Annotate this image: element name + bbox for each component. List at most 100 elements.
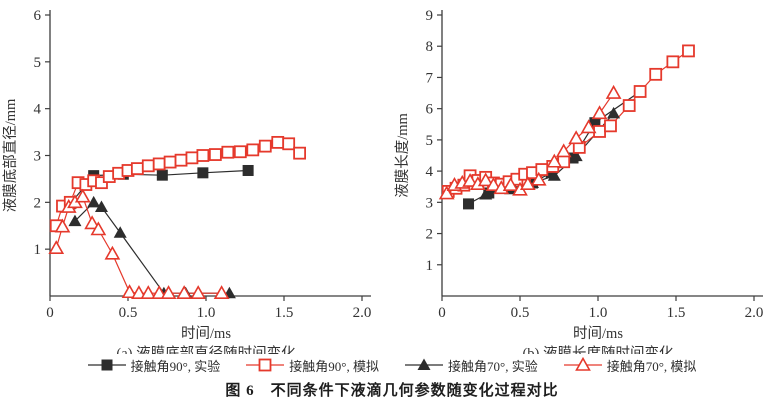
x-tick-label: 1.0 bbox=[589, 305, 608, 321]
marker-triangle-open bbox=[605, 84, 622, 99]
marker-square-open bbox=[208, 148, 222, 161]
y-tick-label: 5 bbox=[34, 55, 42, 71]
legend-item-3: 接触角70°, 模拟 bbox=[563, 356, 697, 375]
x-tick-label: 1.5 bbox=[667, 305, 686, 321]
x-tick-label: 2.0 bbox=[745, 305, 764, 321]
marker-square-filled bbox=[242, 164, 254, 176]
x-tick-label: 0 bbox=[46, 305, 54, 321]
marker-square-open bbox=[293, 146, 307, 160]
y-tick-label: 4 bbox=[34, 102, 42, 118]
y-tick-label: 6 bbox=[426, 102, 434, 118]
marker-square-filled bbox=[463, 198, 475, 210]
marker-triangle-open bbox=[160, 285, 177, 299]
chart-a-block: 0 0.5 1.0 1.5 2.0 1 2 3 4 5 6 液膜底部直径/mm 时间/ms (a) 液膜底… bbox=[0, 0, 392, 354]
x-tick-label: 0.5 bbox=[119, 305, 138, 321]
y-tick-label: 9 bbox=[426, 8, 434, 24]
marker-square-open bbox=[258, 139, 272, 153]
marker-triangle-filled bbox=[68, 214, 82, 227]
y-tick-label: 5 bbox=[426, 133, 434, 149]
marker-square-open bbox=[130, 162, 144, 176]
marker-square-filled bbox=[197, 167, 209, 179]
legend-item-1: 接触角90°, 模拟 bbox=[246, 356, 379, 375]
y-tick-label: 2 bbox=[34, 195, 42, 211]
marker-square-filled bbox=[589, 117, 601, 129]
marker-triangle-open bbox=[121, 284, 138, 299]
marker-square-open bbox=[258, 358, 272, 372]
legend-item-label: 接触角70°, 模拟 bbox=[606, 358, 697, 374]
legend-item-2: 接触角70°, 实验 bbox=[405, 356, 538, 375]
y-tick-label: 4 bbox=[426, 164, 434, 180]
x-tick-label: 1.0 bbox=[197, 305, 216, 321]
marker-square-open bbox=[196, 149, 210, 162]
marker-square-open bbox=[246, 143, 260, 157]
marker-square-open bbox=[163, 155, 177, 169]
y-tick-label: 1 bbox=[34, 242, 42, 258]
marker-triangle-filled bbox=[607, 106, 621, 119]
marker-square-open bbox=[649, 67, 663, 81]
marker-triangle-open bbox=[502, 177, 519, 191]
marker-triangle-open bbox=[190, 285, 207, 299]
marker-square-open bbox=[682, 44, 695, 58]
x-tick-label: 2.0 bbox=[353, 305, 372, 321]
marker-triangle-open bbox=[546, 153, 563, 168]
marker-triangle-open bbox=[438, 185, 455, 200]
y-tick-label: 3 bbox=[34, 149, 42, 165]
marker-triangle-open bbox=[530, 171, 547, 186]
marker-square-filled bbox=[156, 169, 168, 181]
triangle-filled-legend-icon bbox=[405, 358, 443, 370]
chart-b: 0 0.5 1.0 1.5 2.0 1 2 3 4 5 6 7 8 9 液膜长度/mm 时间/ms (b) 液膜… bbox=[394, 8, 764, 354]
marker-triangle-open bbox=[131, 285, 147, 299]
marker-square-open bbox=[221, 145, 235, 159]
y-tick-label: 6 bbox=[34, 8, 42, 24]
marker-square-open bbox=[604, 119, 617, 133]
marker-square-open bbox=[233, 145, 247, 159]
y-tick-label: 3 bbox=[426, 195, 434, 211]
square-filled-legend-icon bbox=[87, 359, 126, 371]
panel-subtitle: (a) 液膜底部直径随时间变化 bbox=[116, 345, 295, 354]
marker-triangle-filled bbox=[417, 358, 431, 370]
marker-square-open bbox=[633, 85, 647, 98]
marker-triangle-open bbox=[90, 221, 107, 236]
figure-caption: 图 6 不同条件下液滴几何参数随变化过程对比 bbox=[225, 382, 559, 399]
marker-triangle-open bbox=[213, 285, 230, 299]
y-axis-label: 液膜底部直径/mm bbox=[2, 98, 19, 212]
marker-triangle-open bbox=[555, 143, 572, 158]
marker-square-open bbox=[271, 135, 285, 149]
marker-triangle-filled bbox=[94, 200, 108, 213]
marker-square-open bbox=[666, 55, 680, 69]
y-tick-label: 7 bbox=[426, 70, 434, 86]
marker-triangle-open bbox=[176, 285, 193, 299]
marker-triangle-filled bbox=[569, 149, 583, 162]
marker-triangle-filled bbox=[87, 195, 101, 208]
charts-row: 0 0.5 1.0 1.5 2.0 1 2 3 4 5 6 液膜底部直径/mm 时间/ms (a) 液膜底… bbox=[0, 0, 784, 354]
chart-a: 0 0.5 1.0 1.5 2.0 1 2 3 4 5 6 液膜底部直径/mm 时间/ms (a) 液膜底… bbox=[2, 8, 372, 354]
marker-triangle-open bbox=[48, 240, 65, 255]
marker-triangle-open bbox=[54, 218, 71, 233]
y-tick-label: 8 bbox=[426, 39, 434, 55]
x-tick-label: 1.5 bbox=[275, 305, 294, 321]
legend-item-label: 接触角90°, 实验 bbox=[130, 358, 221, 374]
marker-triangle-filled bbox=[547, 169, 561, 181]
marker-triangle-open bbox=[519, 176, 536, 191]
x-axis-label: 时间/ms bbox=[573, 325, 623, 342]
chart-legend: 接触角90°, 实验 接触角90°, 模拟 接触角70°, 实验 接触角70°, 模拟 bbox=[0, 354, 784, 376]
chart-b-block: 0 0.5 1.0 1.5 2.0 1 2 3 4 5 6 7 8 9 液膜长度/mm 时间/ms (b) 液膜… bbox=[392, 0, 784, 354]
marker-triangle-open bbox=[74, 188, 91, 203]
marker-triangle-open bbox=[574, 357, 591, 371]
series-line bbox=[55, 195, 222, 294]
marker-triangle-open bbox=[580, 119, 597, 134]
marker-triangle-open bbox=[477, 172, 494, 187]
marker-square-open bbox=[141, 159, 155, 173]
legend-item-label: 接触角70°, 实验 bbox=[448, 358, 538, 374]
panel-subtitle: (b) 液膜长度随时间变化 bbox=[522, 345, 673, 354]
marker-square-open bbox=[185, 151, 199, 165]
marker-square-filled bbox=[483, 187, 495, 199]
marker-square-open bbox=[174, 153, 188, 167]
marker-triangle-open bbox=[462, 172, 478, 187]
square-open-legend-icon bbox=[246, 358, 285, 372]
triangle-open-legend-icon bbox=[563, 357, 602, 371]
marker-square-open bbox=[152, 157, 166, 171]
marker-square-open bbox=[622, 99, 636, 112]
marker-square-open bbox=[593, 125, 606, 138]
